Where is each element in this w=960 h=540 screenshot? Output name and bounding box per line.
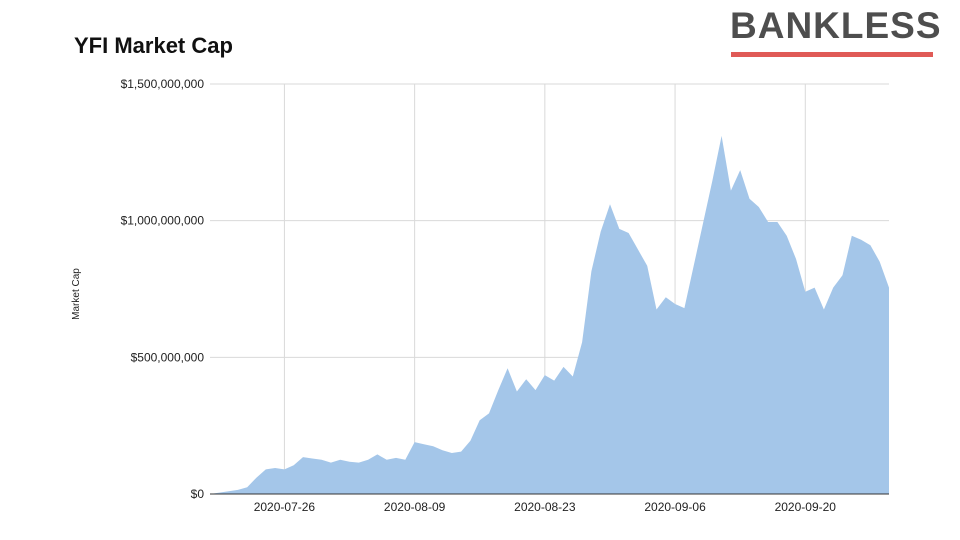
area-layer: [210, 135, 889, 494]
x-tick-label: 2020-07-26: [254, 500, 316, 514]
y-axis-label: Market Cap: [71, 268, 82, 320]
brand-logo: BANKLESS: [730, 4, 942, 60]
brand-underline: [731, 52, 933, 57]
x-tick-label: 2020-09-06: [644, 500, 706, 514]
chart-title: YFI Market Cap: [74, 33, 233, 58]
grid: [210, 83, 889, 494]
y-tick-label: $500,000,000: [131, 350, 205, 364]
axes: $0 $500,000,000 $1,000,000,000 $1,500,000,0…: [121, 77, 889, 514]
market-cap-area: [210, 135, 889, 494]
y-tick-label: $0: [191, 487, 205, 501]
x-tick-label: 2020-08-09: [384, 500, 446, 514]
y-tick-label: $1,500,000,000: [121, 77, 205, 91]
x-tick-label: 2020-09-20: [775, 500, 837, 514]
brand-wordmark: BANKLESS: [730, 5, 942, 46]
y-tick-label: $1,000,000,000: [121, 214, 205, 228]
x-tick-label: 2020-08-23: [514, 500, 576, 514]
